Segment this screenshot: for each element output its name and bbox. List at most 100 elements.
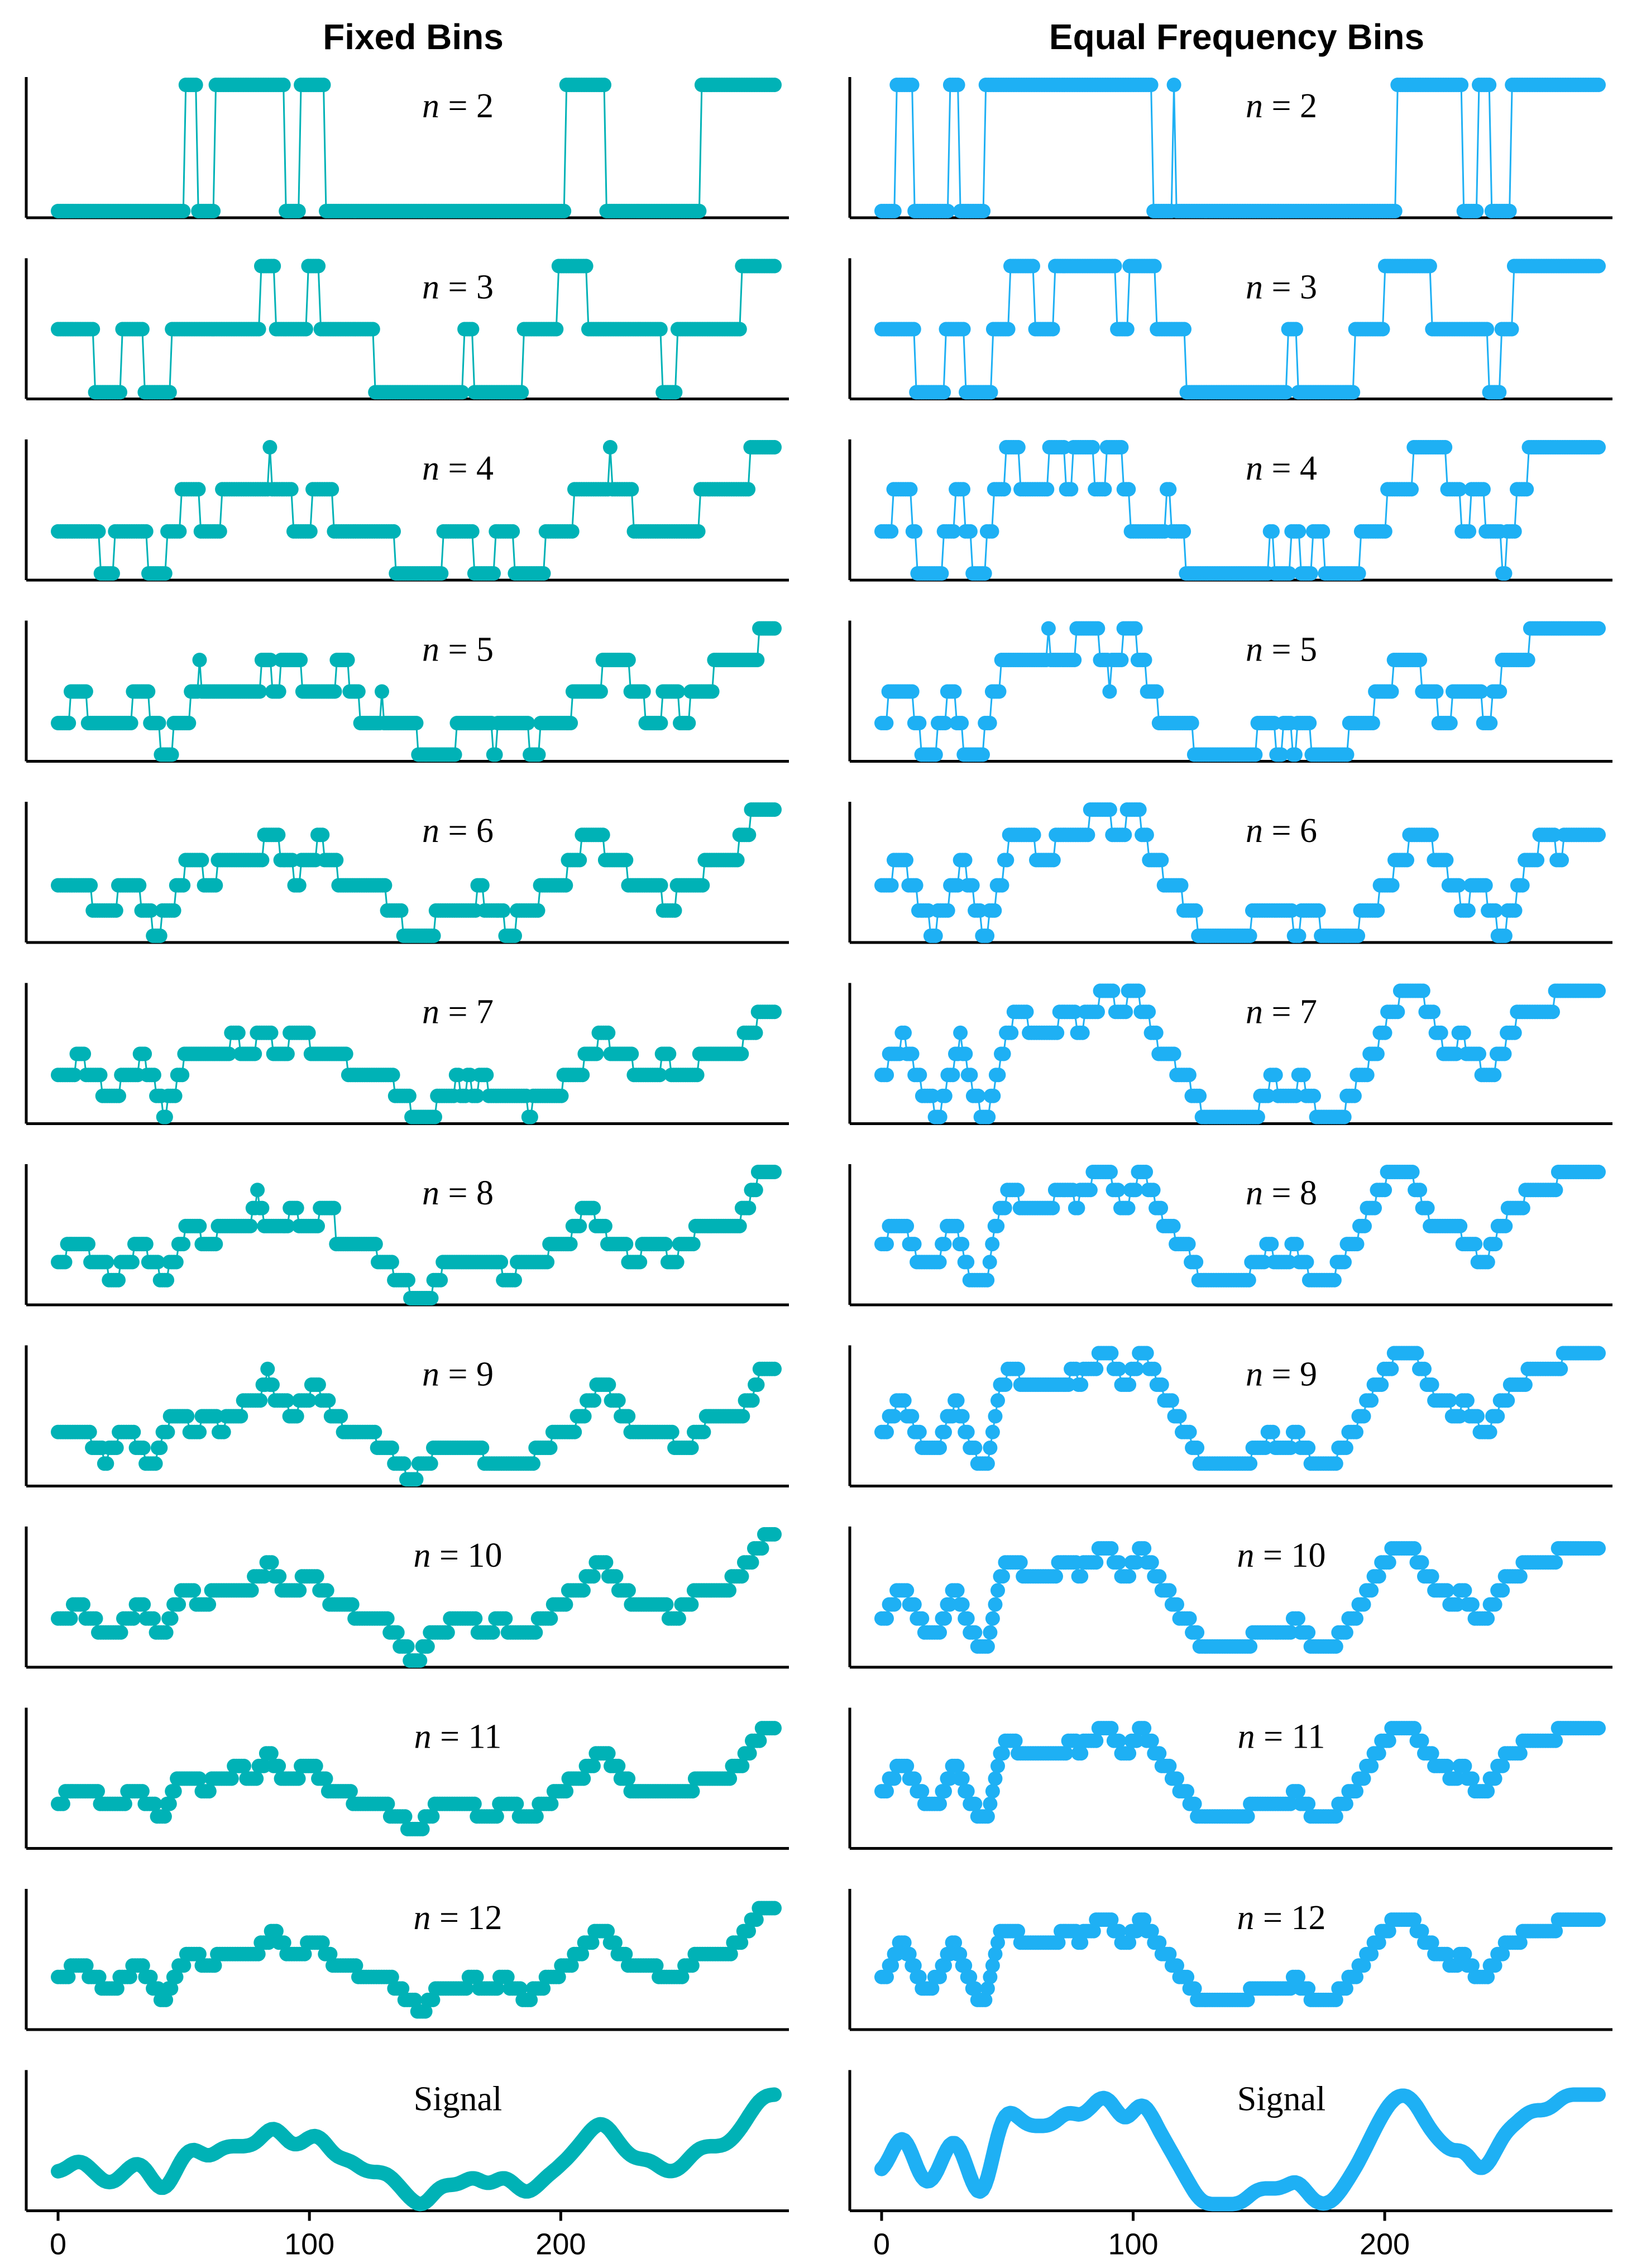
data-point — [167, 1784, 182, 1799]
data-point — [126, 1424, 141, 1439]
data-point — [741, 1200, 757, 1216]
data-point — [963, 524, 978, 539]
data-point — [266, 259, 281, 274]
data-point — [175, 1068, 190, 1083]
data-point — [767, 802, 782, 817]
data-point — [1346, 385, 1361, 400]
panel-n-8: n = 8 — [25, 1164, 789, 1307]
data-point — [945, 1068, 960, 1083]
data-point — [61, 716, 76, 730]
data-point — [513, 1981, 528, 1996]
series-points — [874, 440, 1606, 581]
data-point — [767, 1004, 782, 1020]
data-point — [509, 1796, 524, 1811]
panel-n-6: n = 6 — [25, 802, 789, 944]
data-point — [368, 1237, 383, 1252]
series-points — [874, 259, 1606, 400]
data-point — [1404, 482, 1419, 497]
data-point — [674, 1969, 690, 1984]
data-point — [293, 653, 308, 667]
data-point — [1385, 878, 1400, 893]
data-point — [413, 1653, 428, 1668]
data-point — [253, 1393, 268, 1408]
data-point — [1311, 903, 1326, 918]
panel-label-variable: n — [414, 1718, 432, 1756]
data-point — [692, 204, 707, 218]
data-point — [734, 1935, 749, 1950]
data-point — [976, 204, 991, 218]
data-point — [82, 1424, 97, 1439]
data-point — [593, 684, 608, 699]
data-point — [1242, 929, 1257, 943]
series-points — [51, 1527, 782, 1668]
data-point — [316, 78, 331, 92]
data-point — [141, 684, 156, 699]
data-point — [454, 385, 470, 400]
data-point — [887, 204, 902, 218]
data-point — [934, 566, 949, 581]
panel-n-7: n = 7 — [848, 983, 1612, 1125]
data-point — [137, 1046, 152, 1061]
data-point — [767, 78, 782, 92]
data-point — [602, 440, 618, 454]
data-point — [390, 1625, 405, 1640]
data-point — [380, 1611, 395, 1626]
data-point — [1497, 566, 1513, 581]
data-point — [684, 1597, 699, 1612]
data-point — [280, 1046, 295, 1061]
panel-label: n = 11 — [414, 1718, 502, 1756]
data-point — [1004, 1025, 1019, 1040]
panel-label-value: = 10 — [431, 1537, 503, 1575]
data-point — [520, 716, 535, 730]
data-point — [486, 566, 501, 581]
data-point — [905, 684, 920, 699]
data-point — [81, 1237, 95, 1252]
data-point — [691, 524, 706, 539]
panel-label-value: = 8 — [439, 1174, 494, 1212]
data-point — [523, 1992, 538, 2007]
data-point — [722, 1583, 736, 1598]
data-point — [1591, 440, 1606, 454]
series-line — [58, 446, 774, 575]
data-point — [440, 1625, 455, 1640]
panel-label-value: = 4 — [439, 449, 494, 487]
data-point — [767, 621, 782, 636]
data-point — [136, 1597, 151, 1612]
data-point — [1132, 802, 1147, 817]
data-point — [255, 853, 270, 868]
data-point — [343, 1784, 358, 1799]
data-point — [696, 1424, 711, 1439]
data-point — [76, 1046, 92, 1061]
data-point — [135, 322, 150, 337]
data-point — [1026, 259, 1040, 274]
data-point — [681, 716, 696, 730]
panel-label: n = 2 — [422, 87, 494, 125]
data-point — [250, 1183, 265, 1198]
panel-label-value: = 5 — [1263, 631, 1317, 669]
data-point — [601, 1377, 616, 1392]
data-point — [169, 1255, 184, 1270]
panel-n-6: n = 6 — [848, 802, 1612, 944]
data-point — [400, 1639, 415, 1654]
data-point — [659, 1597, 674, 1612]
data-point — [685, 1958, 700, 1973]
data-point — [311, 259, 326, 274]
data-point — [937, 1088, 953, 1103]
data-point — [1515, 878, 1530, 893]
data-point — [633, 1255, 648, 1270]
data-point — [309, 1569, 324, 1584]
data-point — [1139, 827, 1154, 843]
data-point — [1064, 482, 1079, 497]
panel-label-variable: n — [422, 1174, 439, 1212]
signal-line — [51, 2087, 782, 2212]
data-point — [754, 1541, 769, 1556]
data-point — [1040, 482, 1055, 497]
data-point — [906, 322, 921, 337]
data-point — [611, 1758, 626, 1773]
data-point — [514, 385, 529, 400]
data-point — [291, 204, 306, 218]
data-point — [530, 903, 545, 918]
data-point — [1504, 322, 1519, 337]
data-point — [318, 1771, 333, 1786]
data-point — [1289, 322, 1303, 337]
